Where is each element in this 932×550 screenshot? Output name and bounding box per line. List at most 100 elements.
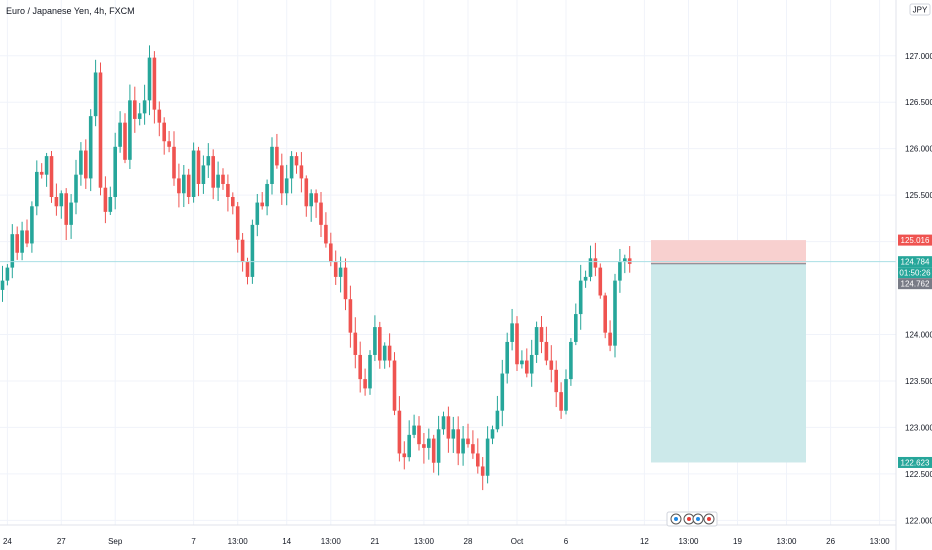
candle <box>255 193 260 237</box>
candle <box>118 111 122 153</box>
price-axis-label: 127.000 <box>905 52 932 61</box>
candle <box>485 426 490 484</box>
candle <box>304 175 309 217</box>
candle <box>309 189 313 222</box>
candle <box>113 132 117 210</box>
stop-loss-price-tag: 125.016 <box>898 234 932 246</box>
candle <box>603 292 607 339</box>
candle <box>578 264 583 330</box>
candle <box>574 303 578 346</box>
candle <box>480 457 485 491</box>
take-profit-price-tag: 122.623 <box>898 456 932 468</box>
time-axis-label: 27 <box>57 537 66 546</box>
candle <box>510 308 514 351</box>
price-axis-label: 122.000 <box>905 516 932 525</box>
candle <box>451 416 456 453</box>
candle <box>177 163 181 208</box>
candle <box>588 245 593 282</box>
candle <box>260 192 264 210</box>
time-axis-label: 26 <box>826 537 835 546</box>
position-tool[interactable] <box>651 240 806 463</box>
time-axis[interactable]: 24 27 Sep 7 13:00 14 13:00 21 13:00 28 Oct 6 12 13:00… <box>3 537 890 546</box>
time-axis-label: 21 <box>370 537 379 546</box>
candle <box>476 438 480 474</box>
candle <box>314 189 318 218</box>
time-axis-label: 12 <box>640 537 649 546</box>
stop-loss-zone[interactable] <box>651 240 806 264</box>
candle <box>69 194 73 239</box>
candle <box>5 264 10 286</box>
candle <box>0 265 5 302</box>
candle <box>108 186 113 216</box>
candle <box>196 146 201 197</box>
price-axis-label: 126.500 <box>905 98 932 107</box>
candle <box>284 164 289 206</box>
candle <box>84 139 88 189</box>
candle <box>25 219 29 248</box>
time-axis-label: 28 <box>464 537 473 546</box>
candle <box>30 201 34 253</box>
candle <box>534 321 539 363</box>
candle <box>329 232 333 267</box>
currency-badge[interactable]: JPY <box>909 3 931 16</box>
candle <box>133 86 137 133</box>
candle <box>88 109 93 192</box>
candle <box>422 433 426 464</box>
candle <box>466 423 470 448</box>
candle <box>358 341 362 393</box>
price-axis-label: 124.000 <box>905 331 932 340</box>
candle <box>206 143 211 178</box>
candle <box>103 176 108 224</box>
candle <box>598 263 603 299</box>
candle <box>324 212 328 248</box>
candle <box>623 254 627 274</box>
candle <box>520 350 524 369</box>
candle <box>294 152 299 174</box>
candle <box>436 415 441 476</box>
svg-text:125.016: 125.016 <box>901 236 930 245</box>
candle <box>427 428 431 460</box>
candle <box>231 192 235 215</box>
time-axis-label: 14 <box>282 537 291 546</box>
svg-text:122.623: 122.623 <box>901 458 930 467</box>
candle <box>525 348 529 378</box>
candle <box>152 51 157 124</box>
svg-text:JPY: JPY <box>913 6 928 15</box>
candle <box>627 246 632 273</box>
time-axis-label: 13:00 <box>870 537 891 546</box>
candle <box>539 315 544 354</box>
take-profit-zone[interactable] <box>651 263 806 463</box>
events-markers[interactable] <box>666 511 718 527</box>
candle <box>182 165 186 208</box>
candle <box>10 224 15 279</box>
candle <box>353 317 358 369</box>
candle <box>343 258 348 311</box>
candle <box>378 321 382 369</box>
candle <box>245 257 250 285</box>
candle <box>280 153 284 205</box>
candle <box>44 152 49 187</box>
time-axis-label: 13:00 <box>678 537 699 546</box>
current-price-tag: 124.784 <box>898 256 932 268</box>
candle <box>275 133 279 169</box>
time-axis-label: 19 <box>733 537 742 546</box>
time-axis-label: 13:00 <box>776 537 797 546</box>
candle <box>392 352 397 416</box>
time-axis-label: Oct <box>511 537 524 546</box>
price-axis-label: 125.500 <box>905 191 932 200</box>
svg-text:124.784: 124.784 <box>901 258 930 267</box>
price-tags: 125.016 124.784 01:50:26 124.762 122.623 <box>898 234 932 468</box>
price-axis-label: 122.500 <box>905 470 932 479</box>
candle <box>529 339 534 387</box>
candle <box>618 248 622 293</box>
candle <box>402 441 407 470</box>
countdown-tag: 01:50:26 <box>898 267 932 279</box>
flag-icon-dot <box>707 517 711 521</box>
candle <box>333 250 338 285</box>
candle <box>265 179 269 216</box>
candle <box>544 326 549 366</box>
flag-icon-dot <box>674 517 678 521</box>
candle <box>446 406 451 453</box>
flag-icon-dot <box>696 517 700 521</box>
